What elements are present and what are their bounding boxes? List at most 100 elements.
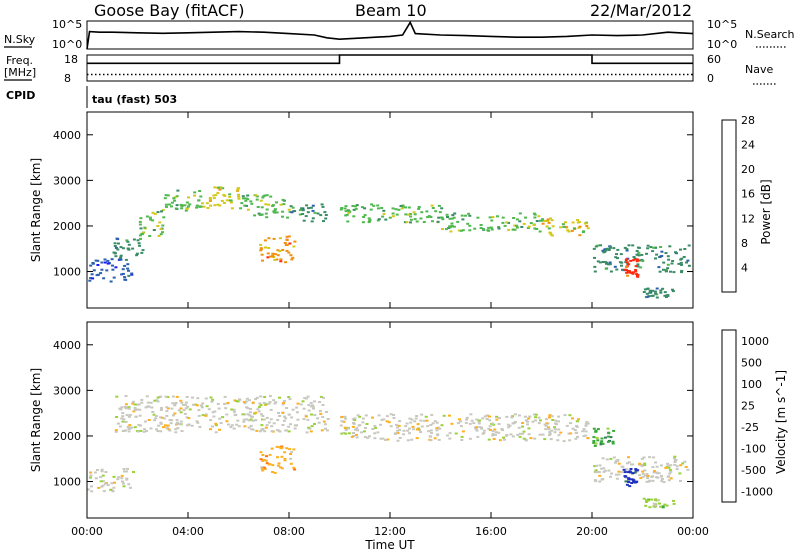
heatmap-cell (625, 249, 629, 252)
heatmap-cell (171, 395, 175, 398)
heatmap-cell (144, 406, 148, 409)
heatmap-cell (389, 425, 393, 428)
heatmap-cell (461, 218, 465, 221)
heatmap-cell (165, 410, 169, 413)
heatmap-cell (640, 463, 644, 466)
heatmap-cell (351, 425, 355, 428)
heatmap-cell (91, 277, 95, 280)
heatmap-cell (269, 408, 273, 411)
heatmap-cell (89, 471, 93, 474)
heatmap-cell (575, 420, 579, 423)
heatmap-cell (285, 235, 289, 238)
heatmap-cell (433, 437, 437, 440)
heatmap-cell (213, 204, 217, 207)
heatmap-cell (116, 478, 120, 481)
heatmap-cell (267, 463, 271, 466)
heatmap-cell (247, 419, 251, 422)
heatmap-cell (457, 229, 461, 232)
heatmap-cell (659, 246, 663, 248)
heatmap-cell (419, 431, 423, 433)
heatmap-cell (264, 246, 267, 249)
heatmap-cell (363, 207, 367, 210)
heatmap-cell (529, 437, 533, 440)
heatmap-cell (535, 228, 539, 230)
heatmap-cell (533, 216, 537, 219)
heatmap-cell (260, 253, 264, 256)
heatmap-cell (515, 218, 519, 221)
heatmap-cell (662, 268, 665, 271)
heatmap-cell (431, 220, 434, 223)
heatmap-cell (272, 237, 276, 240)
heatmap-cell (223, 402, 227, 405)
heatmap-cell (401, 205, 405, 208)
y-tick-label: 3000 (53, 174, 81, 187)
heatmap-cell (150, 406, 154, 409)
heatmap-cell (373, 432, 377, 435)
heatmap-cell (283, 459, 287, 462)
heatmap-cell (155, 428, 158, 431)
heatmap-cell (213, 186, 217, 189)
heatmap-cell (309, 206, 313, 209)
heatmap-cell (109, 488, 113, 491)
heatmap-cell (506, 423, 510, 426)
heatmap-cell (446, 434, 449, 437)
heatmap-cell (657, 472, 661, 475)
heatmap-cell (131, 402, 135, 405)
heatmap-cell (644, 296, 648, 299)
heatmap-cell (258, 402, 262, 405)
heatmap-cell (635, 260, 639, 263)
heatmap-cell (408, 432, 411, 435)
heatmap-cell (259, 451, 263, 454)
heatmap-cell (263, 467, 267, 470)
heatmap-cell (607, 248, 611, 251)
heatmap-cell (318, 401, 322, 403)
heatmap-cell (319, 395, 323, 398)
heatmap-cell (120, 477, 124, 480)
heatmap-cell (615, 253, 618, 256)
heatmap-cell (524, 415, 527, 418)
heatmap-cell (95, 274, 99, 277)
heatmap-cell (427, 215, 431, 218)
heatmap-cell (136, 403, 140, 406)
heatmap-cell (582, 435, 586, 438)
heatmap-cell (598, 474, 602, 477)
heatmap-cell (666, 294, 670, 297)
heatmap-cell (358, 424, 362, 427)
heatmap-cell (168, 429, 172, 432)
heatmap-cell (285, 447, 289, 450)
heatmap-cell (218, 204, 222, 207)
heatmap-cell (275, 211, 279, 214)
heatmap-cell (398, 436, 402, 439)
heatmap-cell (654, 504, 658, 507)
heatmap-cell (651, 479, 655, 482)
heatmap-cell (592, 436, 596, 439)
heatmap-cell (146, 405, 150, 408)
heatmap-cell (164, 424, 167, 427)
heatmap-cell (312, 407, 315, 410)
heatmap-cell (120, 406, 124, 409)
heatmap-cell (326, 418, 330, 420)
heatmap-cell (135, 254, 139, 257)
heatmap-cell (667, 475, 670, 478)
heatmap-cell (479, 227, 483, 229)
heatmap-cell (529, 222, 533, 225)
heatmap-cell (198, 205, 202, 208)
heatmap-cell (565, 424, 569, 427)
heatmap-cell (92, 269, 96, 272)
heatmap-cell (213, 410, 217, 413)
heatmap-cell (208, 198, 212, 201)
heatmap-cell (364, 427, 367, 429)
heatmap-cell (139, 237, 142, 240)
heatmap-cell (175, 421, 179, 424)
heatmap-cell (619, 253, 623, 256)
heatmap-cell (604, 261, 608, 264)
heatmap-cell (533, 227, 537, 230)
heatmap-cell (481, 417, 485, 420)
heatmap-cell (636, 275, 639, 277)
heatmap-cell (356, 414, 360, 417)
heatmap-cell (662, 481, 666, 484)
heatmap-cell (257, 212, 261, 215)
heatmap-cell (351, 205, 355, 207)
heatmap-cell (513, 228, 517, 231)
heatmap-cell (663, 291, 667, 294)
